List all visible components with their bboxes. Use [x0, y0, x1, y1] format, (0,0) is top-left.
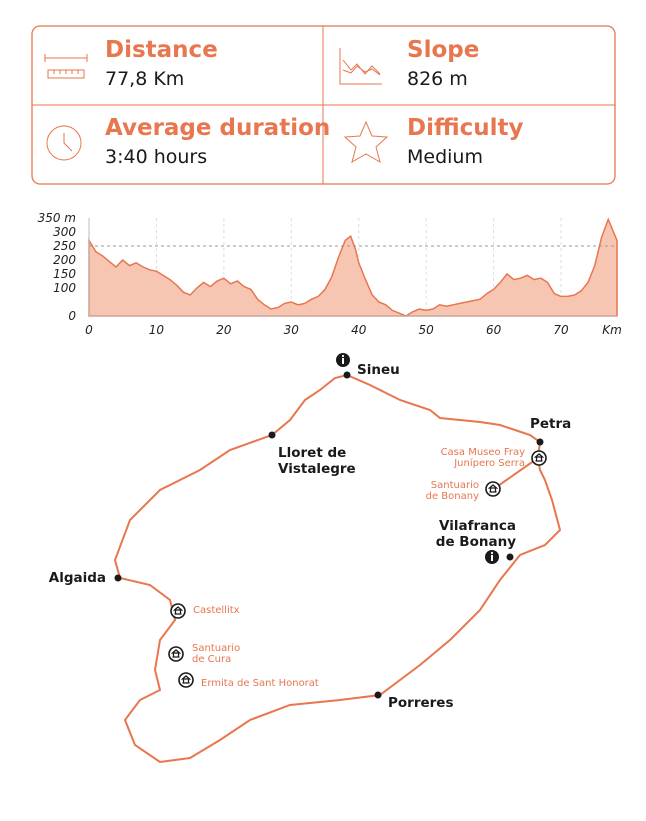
town-dot: [374, 691, 382, 699]
info-dot: [490, 551, 494, 555]
poi-label: Santuario: [431, 480, 479, 491]
town-label: de Bonany: [436, 534, 516, 550]
town-label: Lloret de: [278, 445, 346, 461]
town-label: Porreres: [388, 695, 454, 711]
poi-label: Castellitx: [193, 605, 240, 616]
poi-icon: [178, 672, 194, 688]
route: [113, 373, 562, 764]
poi-symbol: [180, 675, 192, 684]
town-label: Vistalegre: [278, 461, 356, 477]
stat-value: 826 m: [407, 68, 468, 90]
y-tick-label: 300: [53, 225, 76, 239]
y-tick-label: 200: [53, 253, 76, 267]
stat-title: Difficulty: [407, 115, 524, 141]
poi-label: de Cura: [192, 654, 231, 665]
x-tick-label: 50: [419, 323, 435, 337]
stat-title: Distance: [105, 37, 218, 63]
poi-label: de Bonany: [426, 491, 479, 502]
poi-symbol: [533, 453, 545, 462]
town-label: Vilafranca: [439, 518, 516, 534]
slope-icon: [339, 48, 382, 85]
town-dot: [506, 553, 514, 561]
star-icon: [343, 120, 389, 164]
poi-symbol: [170, 649, 182, 658]
y-tick-label: 150: [53, 267, 76, 281]
stat-title: Average duration: [105, 115, 330, 141]
x-tick-label: 30: [284, 323, 300, 337]
x-tick-label: 60: [486, 323, 502, 337]
town-dot: [268, 431, 276, 439]
x-tick-label: 10: [149, 323, 165, 337]
x-tick-label: 40: [351, 323, 367, 337]
distance-icon: [44, 54, 88, 79]
poi-symbol: [172, 606, 184, 615]
info-mark: [342, 358, 344, 364]
info-mark: [491, 555, 493, 561]
poi-label: Santuario: [192, 643, 240, 654]
y-tick-label: 0: [68, 309, 76, 323]
poi-symbol: [487, 484, 499, 493]
stat-value: Medium: [407, 146, 483, 168]
icons: [44, 48, 389, 164]
town-label: Sineu: [357, 362, 400, 378]
poi-label: Ermita de Sant Honorat: [201, 678, 319, 689]
town-dot: [343, 371, 351, 379]
y-tick-label: 100: [53, 281, 76, 295]
town-dot: [536, 438, 544, 446]
elevation-area: [88, 217, 618, 317]
town-label: Algaida: [49, 570, 106, 586]
stat-title: Slope: [407, 37, 479, 63]
stat-value: 3:40 hours: [105, 146, 207, 168]
info-dot: [341, 354, 345, 358]
poi-icon: [485, 481, 501, 497]
x-tick-label: 70: [553, 323, 569, 337]
poi-label: Casa Museo Fray: [441, 447, 526, 458]
x-tick-label: 0: [85, 323, 93, 337]
poi-icon: [531, 450, 547, 466]
x-tick-label: 20: [216, 323, 232, 337]
poi-icon: [170, 603, 186, 619]
town-dot: [114, 574, 122, 582]
y-tick-label: 250: [53, 239, 76, 253]
x-axis-label: Km: [602, 323, 622, 337]
stat-value: 77,8 Km: [105, 68, 184, 90]
clock-hand: [63, 133, 73, 152]
poi-label: Junípero Serra: [453, 457, 525, 469]
stats: Distance 77,8 Km Slope 826 m Average duratio…: [105, 37, 524, 168]
route-spur: [494, 457, 539, 489]
poi-icon: [168, 646, 184, 662]
clock-icon: [46, 125, 82, 161]
y-tick-label: 350 m: [38, 211, 76, 225]
town-label: Petra: [530, 416, 571, 432]
